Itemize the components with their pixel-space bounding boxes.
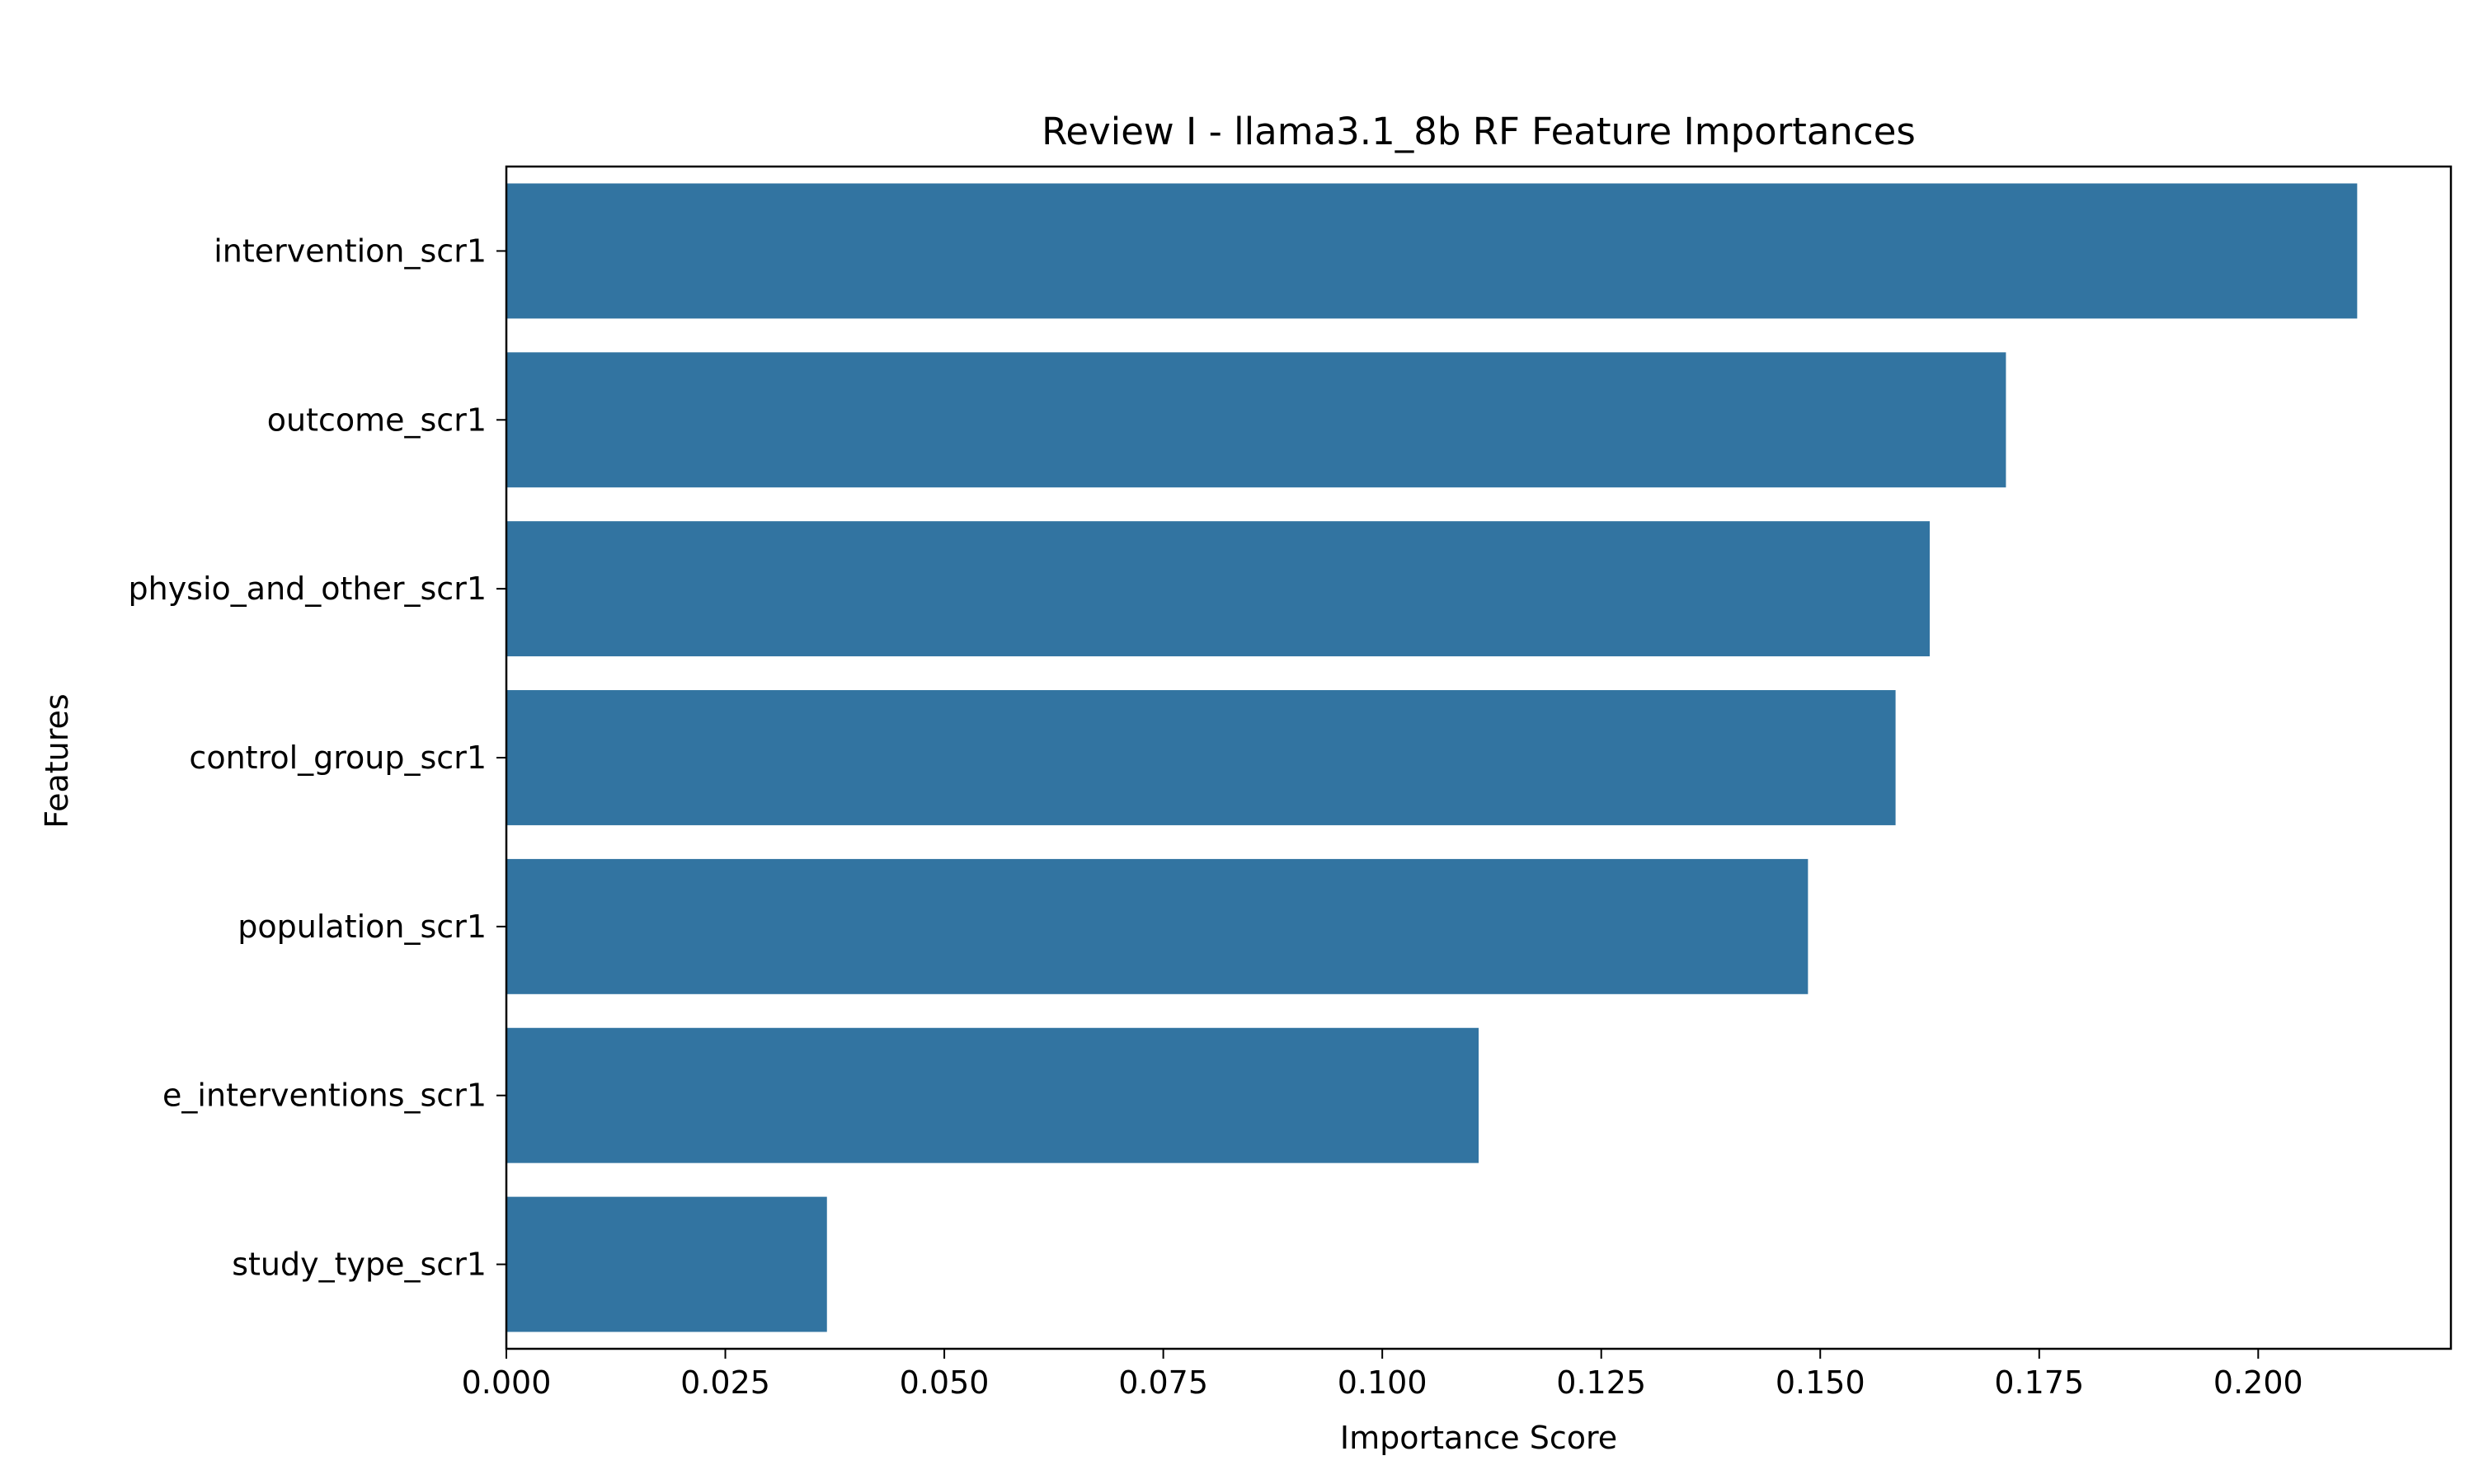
- y-tick-label: e_interventions_scr1: [162, 1078, 487, 1114]
- x-tick-label: 0.000: [462, 1364, 552, 1401]
- bar-study_type_scr1: [506, 1196, 827, 1332]
- y-tick-label: control_group_scr1: [189, 740, 487, 776]
- x-tick-label: 0.075: [1118, 1364, 1208, 1401]
- bar-physio_and_other_scr1: [506, 521, 1931, 657]
- bars-group: [506, 183, 2358, 1332]
- chart-title: Review I - llama3.1_8b RF Feature Import…: [1042, 110, 1916, 153]
- x-axis-label: Importance Score: [1340, 1420, 1617, 1456]
- bar-population_scr1: [506, 858, 1808, 994]
- y-tick-label: population_scr1: [238, 909, 487, 945]
- x-tick-label: 0.025: [680, 1364, 770, 1401]
- y-tick-label: intervention_scr1: [214, 232, 487, 269]
- x-tick-label: 0.050: [900, 1364, 990, 1401]
- x-tick-label: 0.200: [2213, 1364, 2303, 1401]
- x-tick-label: 0.125: [1556, 1364, 1646, 1401]
- y-tick-label: study_type_scr1: [232, 1247, 487, 1283]
- plot-frame: [505, 165, 2453, 1350]
- x-tick-label: 0.175: [1994, 1364, 2084, 1401]
- bar-outcome_scr1: [506, 352, 2006, 488]
- bar-e_interventions_scr1: [506, 1027, 1479, 1163]
- x-tick-label: 0.100: [1338, 1364, 1427, 1401]
- y-tick-label: outcome_scr1: [267, 402, 487, 438]
- x-tick-label: 0.150: [1776, 1364, 1865, 1401]
- bar-intervention_scr1: [506, 183, 2358, 319]
- y-tick-label: physio_and_other_scr1: [128, 571, 487, 607]
- y-axis-label: Features: [39, 693, 75, 828]
- axes-group: intervention_scr1 outcome_scr1 physio_and_…: [128, 165, 2453, 1401]
- bar-control_group_scr1: [506, 690, 1896, 825]
